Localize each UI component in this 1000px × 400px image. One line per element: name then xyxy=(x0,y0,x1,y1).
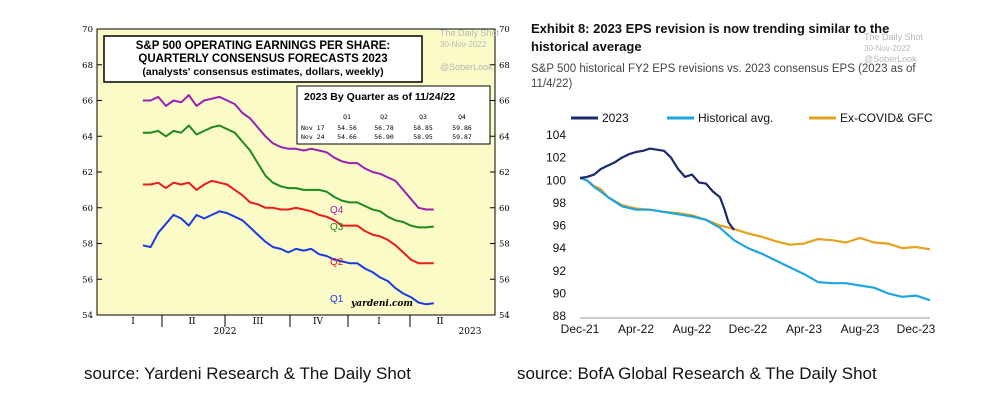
yardeni-y-tick-label: 70 xyxy=(82,25,93,35)
bofa-subtitle-line-1: S&P 500 historical FY2 EPS revisions vs.… xyxy=(531,63,916,75)
yardeni-series-label-q3: Q3 xyxy=(330,222,344,233)
bofa-y-tick-label: 88 xyxy=(553,309,567,323)
yardeni-table-cell: 59.86 xyxy=(452,124,472,132)
yardeni-series-label-q2: Q2 xyxy=(330,257,344,268)
yardeni-series-label-q4: Q4 xyxy=(330,205,344,216)
yardeni-series-line-q2 xyxy=(142,179,434,265)
yardeni-table-col-q4: Q4 xyxy=(458,113,466,121)
yardeni-title-line-3: (analysts' consensus estimates, dollars,… xyxy=(142,66,383,78)
yardeni-table-col-q3: Q3 xyxy=(419,113,427,121)
bofa-watermark-date: 30-Nov-2022 xyxy=(864,44,911,53)
yardeni-series-line-q4 xyxy=(142,94,434,211)
yardeni-quarter-label: I xyxy=(131,317,135,327)
yardeni-y-tick-label: 64 xyxy=(499,132,510,142)
bofa-watermark-source: The Daily Shot xyxy=(864,32,924,42)
yardeni-y-tick-label: 66 xyxy=(499,97,510,107)
yardeni-watermark-date: 30-Nov-2022 xyxy=(440,40,487,49)
yardeni-quarter-label: II xyxy=(436,317,444,327)
yardeni-y-tick-label: 70 xyxy=(499,25,510,35)
bofa-x-tick-label: Dec-23 xyxy=(897,322,936,336)
yardeni-table-col-q1: Q1 xyxy=(343,113,351,121)
bofa-legend-label-historical: Historical avg. xyxy=(698,111,773,125)
yardeni-series-label-q1: Q1 xyxy=(330,294,344,305)
yardeni-y-tick-label: 60 xyxy=(82,204,93,214)
yardeni-y-tick-label: 62 xyxy=(82,168,93,178)
yardeni-y-tick-label: 58 xyxy=(82,240,93,250)
bofa-series-line-0 xyxy=(579,147,735,231)
bofa-y-tick-label: 102 xyxy=(546,151,566,165)
yardeni-chart: 54 56 58 60 62 64 66 68 70 54 56 58 60 62 64 66 68 70 S&… xyxy=(82,25,510,337)
bofa-y-tick-label: 96 xyxy=(553,219,567,233)
bofa-x-tick-label: Dec-21 xyxy=(561,322,600,336)
caption-right: source: BofA Global Research & The Daily… xyxy=(517,364,877,383)
yardeni-title-box xyxy=(103,35,423,83)
yardeni-quarter-label: IV xyxy=(313,317,324,327)
yardeni-y-tick-label: 56 xyxy=(499,275,510,285)
bofa-x-tick-label: Dec-22 xyxy=(729,322,768,336)
yardeni-table-row-label: Nov 24 xyxy=(301,133,325,141)
yardeni-title-line-2: QUARTERLY CONSENSUS FORECASTS 2023 xyxy=(138,53,387,65)
yardeni-table-cell: 58.95 xyxy=(413,133,433,141)
yardeni-table-cell: 54.66 xyxy=(337,133,357,141)
bofa-y-tick-label: 100 xyxy=(546,173,566,187)
bofa-legend-label-excovid: Ex-COVID& GFC xyxy=(840,111,933,125)
yardeni-table-row-label: Nov 17 xyxy=(301,124,325,132)
yardeni-year-label: 2022 xyxy=(214,327,237,337)
yardeni-y-tick-label: 62 xyxy=(499,168,510,178)
bofa-x-tick-label: Apr-23 xyxy=(786,322,822,336)
bofa-subtitle-line-2: 11/4/22) xyxy=(531,78,573,90)
bofa-x-tick-label: Aug-22 xyxy=(673,322,712,336)
bofa-title-line-1: Exhibit 8: 2023 EPS revision is now tren… xyxy=(531,21,889,36)
yardeni-table-col-q2: Q2 xyxy=(380,113,388,121)
bofa-y-tick-label: 98 xyxy=(553,196,567,210)
bofa-x-ticks: Dec-21 Apr-22 Aug-22 Dec-22 Apr-23 Aug-23 Dec-… xyxy=(561,322,936,336)
yardeni-series-group xyxy=(142,94,434,306)
bofa-series-line-1 xyxy=(579,176,931,302)
yardeni-y-tick-label: 54 xyxy=(499,311,510,321)
yardeni-year-label: 2023 xyxy=(459,327,482,337)
bofa-y-tick-label: 94 xyxy=(553,241,567,255)
yardeni-watermark-handle: @SoberLook xyxy=(440,62,493,72)
yardeni-table-cell: 56.90 xyxy=(374,133,394,141)
bofa-legend-label-2023: 2023 xyxy=(602,111,629,125)
yardeni-y-tick-label: 68 xyxy=(499,61,510,71)
bofa-y-tick-label: 90 xyxy=(553,286,567,300)
yardeni-table-title: 2023 By Quarter as of 11/24/22 xyxy=(304,91,455,103)
yardeni-quarter-label: II xyxy=(188,317,196,327)
yardeni-y-tick-label: 54 xyxy=(82,311,93,321)
yardeni-series-line-q3 xyxy=(142,124,434,229)
yardeni-watermark-source: The Daily Shot xyxy=(440,28,500,38)
bofa-y-tick-label: 104 xyxy=(546,128,566,142)
bofa-y-tick-label: 92 xyxy=(553,264,567,278)
bofa-x-tick-label: Aug-23 xyxy=(841,322,880,336)
caption-left: source: Yardeni Research & The Daily Sho… xyxy=(84,364,411,383)
yardeni-table-cell: 59.87 xyxy=(452,133,472,141)
bofa-series-line-2 xyxy=(579,176,931,251)
bofa-x-tick-label: Apr-22 xyxy=(618,322,654,336)
yardeni-y-tick-label: 56 xyxy=(82,275,93,285)
bofa-chart: Exhibit 8: 2023 EPS revision is now tren… xyxy=(531,21,936,336)
yardeni-y-ticks-left: 54 56 58 60 62 64 66 68 70 xyxy=(82,25,102,321)
yardeni-table-cell: 56.78 xyxy=(374,124,394,132)
bofa-title-line-2: historical average xyxy=(531,39,642,54)
yardeni-y-tick-label: 64 xyxy=(82,132,93,142)
yardeni-title-line-1: S&P 500 OPERATING EARNINGS PER SHARE: xyxy=(136,40,391,52)
bofa-series-group xyxy=(579,147,931,302)
yardeni-y-tick-label: 60 xyxy=(499,204,510,214)
yardeni-series-line-q1 xyxy=(142,210,434,306)
bofa-watermark-handle: @SoberLook xyxy=(864,54,917,64)
yardeni-y-tick-label: 68 xyxy=(82,61,93,71)
yardeni-y-ticks-right: 54 56 58 60 62 64 66 68 70 xyxy=(490,25,510,321)
yardeni-y-tick-label: 66 xyxy=(82,97,93,107)
yardeni-quarter-label: I xyxy=(377,317,381,327)
yardeni-y-tick-label: 58 xyxy=(499,240,510,250)
yardeni-table-cell: 54.56 xyxy=(337,124,357,132)
bofa-y-ticks: 88 90 92 94 96 98 100 102 104 xyxy=(546,128,930,323)
yardeni-data-table xyxy=(296,85,491,145)
yardeni-quarter-label: III xyxy=(253,317,264,327)
yardeni-credit: yardeni.com xyxy=(350,299,413,309)
yardeni-table-cell: 58.85 xyxy=(413,124,433,132)
